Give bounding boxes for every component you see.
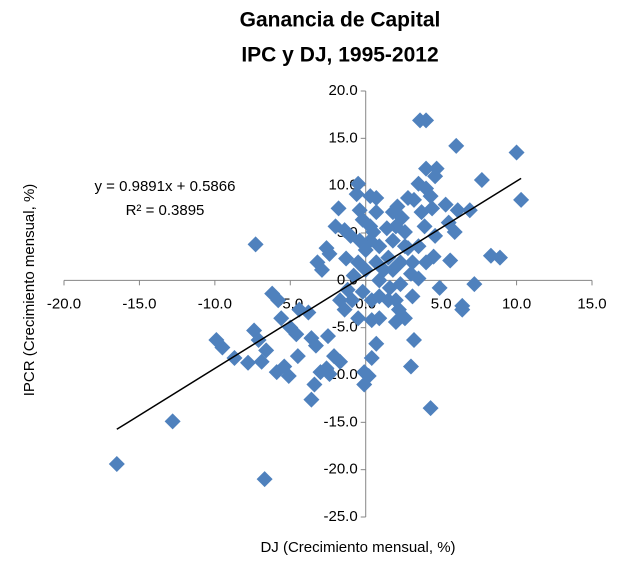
point: [371, 272, 388, 289]
point: [247, 236, 264, 253]
point: [280, 367, 297, 384]
point: [108, 455, 125, 472]
point: [368, 335, 385, 352]
x-tick-label: -15.0: [122, 295, 156, 312]
point: [402, 358, 419, 375]
point: [354, 283, 371, 300]
point: [321, 245, 338, 262]
trendline: [116, 177, 522, 430]
point: [424, 200, 441, 217]
point: [258, 342, 275, 359]
point: [256, 471, 273, 488]
point: [422, 188, 439, 205]
x-tick-label: -20.0: [47, 295, 81, 312]
y-tick-label: -20.0: [324, 461, 358, 478]
point: [387, 292, 404, 309]
point: [378, 220, 395, 237]
point: [303, 391, 320, 408]
x-tick-label: 5.0: [431, 295, 452, 312]
y-tick-label: 10.0: [329, 177, 358, 194]
point: [513, 191, 530, 208]
point: [491, 249, 508, 266]
point: [418, 112, 435, 129]
x-tick-label: 10.0: [502, 295, 531, 312]
point: [313, 261, 330, 278]
point: [454, 301, 471, 318]
point: [442, 252, 459, 269]
point: [431, 279, 448, 296]
point: [428, 160, 445, 177]
point: [330, 200, 347, 217]
point: [371, 310, 388, 327]
y-tick-label: -5.0: [332, 319, 358, 336]
point: [437, 196, 454, 213]
point: [368, 204, 385, 221]
point: [449, 202, 466, 219]
point: [396, 224, 413, 241]
point: [427, 227, 444, 244]
point: [404, 288, 421, 305]
point: [405, 331, 422, 348]
y-tick-label: 20.0: [329, 82, 358, 99]
x-tick-label: -10.0: [198, 295, 232, 312]
point: [384, 232, 401, 249]
point: [362, 188, 379, 205]
point: [381, 279, 398, 296]
point: [418, 160, 435, 177]
point: [214, 339, 231, 356]
point: [508, 144, 525, 161]
point: [307, 337, 324, 354]
chart-title: Ganancia de Capital: [240, 9, 441, 32]
point: [240, 354, 257, 371]
trendline-equation: y = 0.9891x + 0.5866: [95, 178, 236, 195]
y-tick-label: -15.0: [324, 413, 358, 430]
y-tick-label: -25.0: [324, 508, 358, 525]
point: [351, 232, 368, 249]
x-axis-title: DJ (Crecimiento mensual, %): [260, 539, 455, 556]
point: [416, 218, 433, 235]
point: [396, 310, 413, 327]
point: [348, 186, 365, 203]
point: [410, 238, 427, 255]
point: [393, 209, 410, 226]
point: [164, 413, 181, 430]
point: [332, 353, 349, 370]
point: [273, 310, 290, 327]
point: [360, 367, 377, 384]
point: [473, 171, 490, 188]
chart-subtitle: IPC y DJ, 1995-2012: [241, 44, 438, 67]
point: [350, 254, 367, 271]
point: [350, 175, 367, 192]
point: [371, 238, 388, 255]
point: [344, 292, 361, 309]
point: [380, 249, 397, 266]
point: [399, 189, 416, 206]
point: [270, 292, 287, 309]
point: [363, 349, 380, 366]
point: [350, 310, 367, 327]
point: [321, 366, 338, 383]
point: [396, 238, 413, 255]
point: [365, 224, 382, 241]
point: [288, 326, 305, 343]
point: [466, 276, 483, 293]
x-tick-label: 15.0: [577, 295, 606, 312]
point: [289, 348, 306, 365]
point: [410, 270, 427, 287]
point: [306, 376, 323, 393]
y-axis-title: IPCR (Crecimiento mensual, %): [21, 184, 38, 397]
point: [404, 254, 421, 271]
point: [446, 224, 463, 241]
trendline-r2: R² = 0.3895: [126, 202, 205, 219]
point: [418, 254, 435, 271]
point: [422, 400, 439, 417]
point: [448, 137, 465, 154]
y-tick-label: 15.0: [329, 129, 358, 146]
point: [336, 301, 353, 318]
point: [320, 328, 336, 345]
point: [392, 254, 409, 271]
point: [338, 250, 355, 267]
